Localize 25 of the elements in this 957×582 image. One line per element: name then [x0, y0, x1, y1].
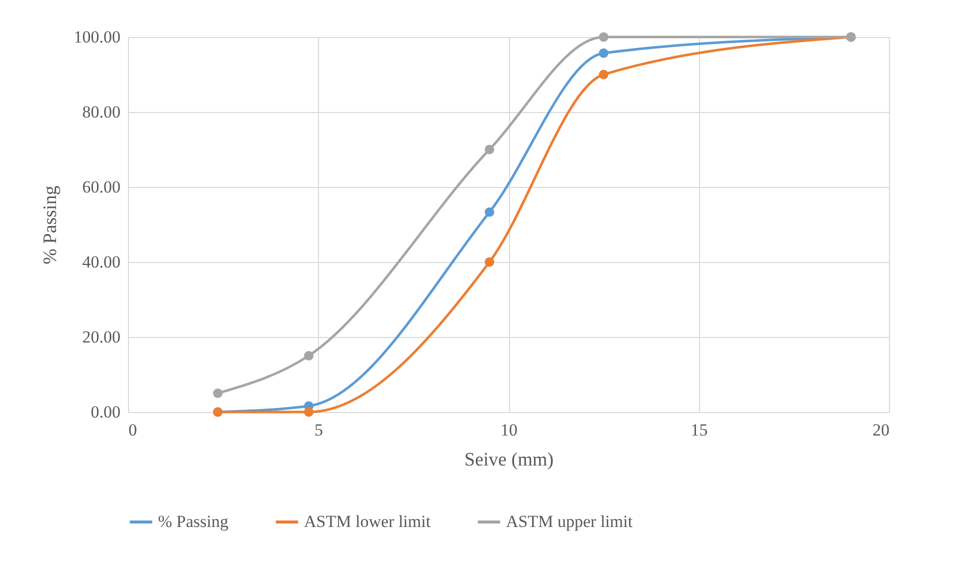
x-tick-label: 15	[690, 420, 708, 440]
point	[304, 407, 314, 417]
point	[484, 207, 494, 217]
x-tick-label: 10	[500, 420, 518, 440]
x-axis-title: Seive (mm)	[464, 450, 554, 470]
point	[304, 351, 314, 360]
point	[598, 70, 608, 80]
x-tick-label: 20	[872, 420, 890, 440]
x-tick-label: 5	[314, 420, 323, 440]
point	[598, 48, 608, 58]
point	[598, 32, 608, 42]
y-axis-title: % Passing	[40, 185, 61, 264]
x-tick-label: 0	[128, 420, 137, 440]
point	[213, 388, 223, 398]
y-tick-label: 60.00	[82, 178, 120, 196]
legend-label: ASTM lower limit	[304, 512, 431, 531]
y-tick-label: 80.00	[82, 102, 120, 122]
point	[484, 144, 494, 154]
y-tick-label: 20.00	[82, 328, 120, 346]
y-tick-label: 40.00	[82, 252, 120, 272]
y-tick-label: 100.00	[74, 28, 120, 46]
legend-label: % Passing	[158, 512, 229, 531]
legend-label: ASTM upper limit	[506, 512, 633, 531]
point	[484, 257, 494, 267]
y-tick-label: 0.00	[90, 402, 120, 422]
